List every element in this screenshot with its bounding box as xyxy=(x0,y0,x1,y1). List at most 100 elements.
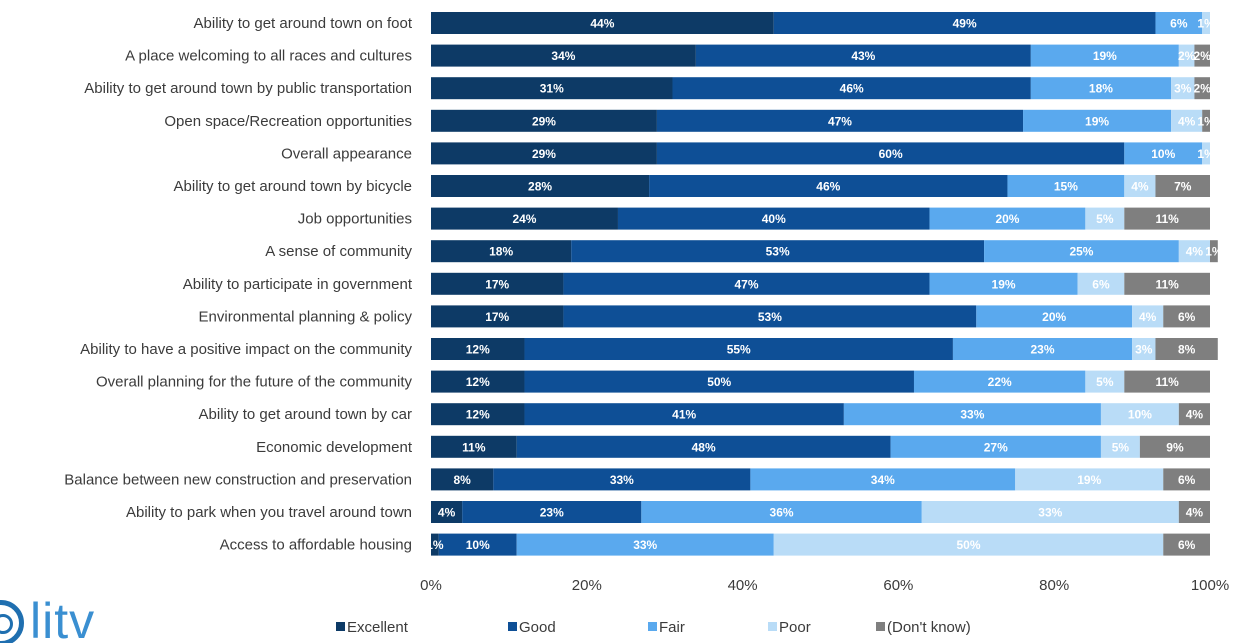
bar-segment xyxy=(462,501,642,523)
bar-segment xyxy=(571,240,985,263)
bar-value-label: 47% xyxy=(828,114,852,128)
bar-segment xyxy=(524,338,953,360)
x-tick-label: 40% xyxy=(728,577,758,594)
bar-value-label: 6% xyxy=(1178,473,1196,487)
category-label: Ability to get around town on foot xyxy=(194,15,413,32)
category-label: Ability to participate in government xyxy=(183,276,413,293)
bar-segment xyxy=(431,77,673,100)
logo: litv xyxy=(0,596,140,643)
bar-value-label: 29% xyxy=(532,147,556,161)
bar-value-label: 33% xyxy=(960,408,984,422)
category-label: Ability to park when you travel around t… xyxy=(126,504,412,521)
bar-value-label: 27% xyxy=(984,440,1008,454)
bar-segment xyxy=(493,468,751,491)
bar-segment xyxy=(617,207,930,230)
bar-segment xyxy=(438,533,517,556)
bar-value-label: 20% xyxy=(1042,310,1066,324)
bar-value-label: 17% xyxy=(485,310,509,324)
x-tick-label: 0% xyxy=(420,577,442,594)
bar-value-label: 8% xyxy=(1178,343,1196,357)
bar-value-label: 50% xyxy=(707,375,731,389)
bar-value-label: 9% xyxy=(1166,440,1184,454)
bar-segment xyxy=(524,403,844,426)
bar-segment xyxy=(750,468,1016,491)
bar-value-label: 29% xyxy=(532,114,556,128)
bar-value-label: 18% xyxy=(1089,82,1113,96)
bar-segment xyxy=(1194,44,1210,67)
bar-value-label: 11% xyxy=(462,440,486,454)
bar-segment xyxy=(1124,272,1210,295)
bar-segment xyxy=(1077,272,1125,295)
bar-value-label: 22% xyxy=(988,375,1012,389)
bar-segment xyxy=(1163,305,1210,328)
legend-swatch xyxy=(876,622,885,631)
bar-value-label: 19% xyxy=(1085,114,1109,128)
bar-value-label: 19% xyxy=(1093,49,1117,63)
legend-swatch xyxy=(768,622,777,631)
bar-segment xyxy=(431,403,525,426)
bar-segment xyxy=(1124,142,1203,165)
bar-value-label: 41% xyxy=(672,408,696,422)
bar-segment xyxy=(563,305,977,328)
bar-value-label: 25% xyxy=(1069,245,1093,259)
legend: Excellent Good Fair Poor (Don't know) xyxy=(336,619,971,636)
bars xyxy=(431,12,1218,556)
logo-text: litv xyxy=(30,596,96,643)
category-label: A sense of community xyxy=(265,243,412,260)
bar-value-label: 43% xyxy=(851,49,875,63)
bar-value-label: 10% xyxy=(466,538,490,552)
bar-value-label: 10% xyxy=(1128,408,1152,422)
bar-value-label: 1% xyxy=(1197,147,1215,161)
bar-segment xyxy=(1163,468,1210,491)
category-label: Ability to get around town by public tra… xyxy=(84,80,412,97)
bar-segment xyxy=(1171,109,1203,132)
bar-value-label: 34% xyxy=(871,473,895,487)
x-tick-label: 100% xyxy=(1191,577,1229,594)
bar-value-label: 46% xyxy=(840,82,864,96)
bar-segment xyxy=(1155,175,1210,197)
category-label: Balance between new construction and pre… xyxy=(64,471,412,488)
bar-value-label: 6% xyxy=(1170,17,1188,31)
bar-segment xyxy=(641,501,922,523)
bar-value-label: 49% xyxy=(953,17,977,31)
category-label: Access to affordable housing xyxy=(220,537,412,554)
bar-value-label: 36% xyxy=(770,506,794,520)
category-label: Ability to have a positive impact on the… xyxy=(80,341,412,358)
bar-segment xyxy=(1023,109,1172,132)
bar-value-label: 4% xyxy=(1131,180,1149,194)
bar-segment xyxy=(1163,533,1210,556)
bar-value-label: 33% xyxy=(633,538,657,552)
bar-value-label: 23% xyxy=(540,506,564,520)
bar-segment xyxy=(1178,44,1195,67)
bar-value-label: 24% xyxy=(512,212,536,226)
bar-segment xyxy=(1171,77,1195,100)
bar-segment xyxy=(890,435,1101,458)
bar-segment xyxy=(431,142,657,165)
bar-value-label: 12% xyxy=(466,375,490,389)
bar-value-label: 1% xyxy=(1205,245,1223,259)
logo-mark-icon xyxy=(0,600,24,643)
bar-segment xyxy=(1132,305,1164,328)
bar-segment xyxy=(1124,207,1210,230)
bar-value-label: 7% xyxy=(1174,180,1192,194)
bar-value-label: 1% xyxy=(1197,17,1215,31)
x-tick-label: 80% xyxy=(1039,577,1069,594)
bar-segment xyxy=(1210,240,1218,263)
bar-segment xyxy=(1124,175,1156,197)
bar-segment xyxy=(929,272,1078,295)
bar-segment xyxy=(516,533,774,556)
bar-segment xyxy=(1085,207,1125,230)
bar-value-label: 33% xyxy=(1038,506,1062,520)
bar-segment xyxy=(1155,12,1203,34)
bar-segment xyxy=(431,435,517,458)
bar-value-label: 15% xyxy=(1054,180,1078,194)
bar-value-label: 31% xyxy=(540,82,564,96)
bar-value-label: 53% xyxy=(758,310,782,324)
bar-segment xyxy=(431,468,494,491)
bar-segment xyxy=(773,12,1156,34)
bar-value-label: 60% xyxy=(879,147,903,161)
bar-segment xyxy=(516,435,891,458)
x-tick-label: 20% xyxy=(572,577,602,594)
bar-segment xyxy=(431,109,657,132)
bar-segment xyxy=(921,501,1179,523)
